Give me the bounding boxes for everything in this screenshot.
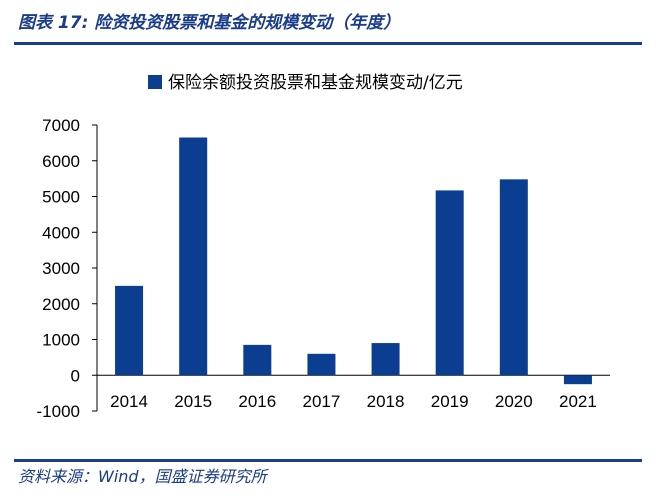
legend-swatch — [148, 75, 162, 89]
legend-label: 保险余额投资股票和基金规模变动/亿元 — [168, 73, 463, 93]
y-tick-label: 7000 — [42, 116, 80, 135]
top-rule — [14, 42, 642, 45]
y-tick-label: 6000 — [42, 152, 80, 171]
x-tick-label: 2016 — [238, 392, 276, 411]
figure-title: 图表 17: 险资投资股票和基金的规模变动（年度） — [18, 13, 401, 33]
bar-chart: 保险余额投资股票和基金规模变动/亿元 -1000 0 1000 2000 3000 400… — [37, 73, 610, 421]
y-tick-label: 3000 — [42, 259, 80, 278]
x-tick-label: 2021 — [559, 392, 597, 411]
axes — [92, 124, 610, 412]
source-note: 资料来源：Wind，国盛证券研究所 — [18, 467, 267, 486]
x-tick-label: 2020 — [495, 392, 533, 411]
legend: 保险余额投资股票和基金规模变动/亿元 — [148, 73, 463, 93]
y-tick-label: 4000 — [42, 223, 80, 242]
x-tick-label: 2018 — [367, 392, 405, 411]
y-tick-label: 1000 — [42, 331, 80, 350]
bar-2016 — [243, 344, 272, 376]
x-tick-labels: 2014 2015 2016 2017 2018 2019 2020 2021 — [110, 392, 597, 411]
y-tick-label: 2000 — [42, 295, 80, 314]
bottom-rule — [14, 459, 642, 462]
bar-2017 — [307, 353, 336, 376]
y-tick-label: 0 — [71, 366, 80, 385]
y-tick-label: -1000 — [37, 402, 80, 421]
bar-2015 — [179, 137, 208, 376]
bar-2020 — [499, 179, 528, 376]
x-tick-label: 2019 — [431, 392, 469, 411]
y-tick-labels: -1000 0 1000 2000 3000 4000 5000 6000 7000 — [37, 116, 80, 421]
bar-2018 — [371, 343, 400, 376]
x-tick-label: 2017 — [303, 392, 341, 411]
bar-2021 — [563, 375, 592, 385]
y-tick-label: 5000 — [42, 188, 80, 207]
bars — [115, 137, 592, 385]
bar-2019 — [435, 190, 464, 376]
x-tick-label: 2014 — [110, 392, 148, 411]
bar-2014 — [115, 285, 144, 376]
x-tick-label: 2015 — [174, 392, 212, 411]
